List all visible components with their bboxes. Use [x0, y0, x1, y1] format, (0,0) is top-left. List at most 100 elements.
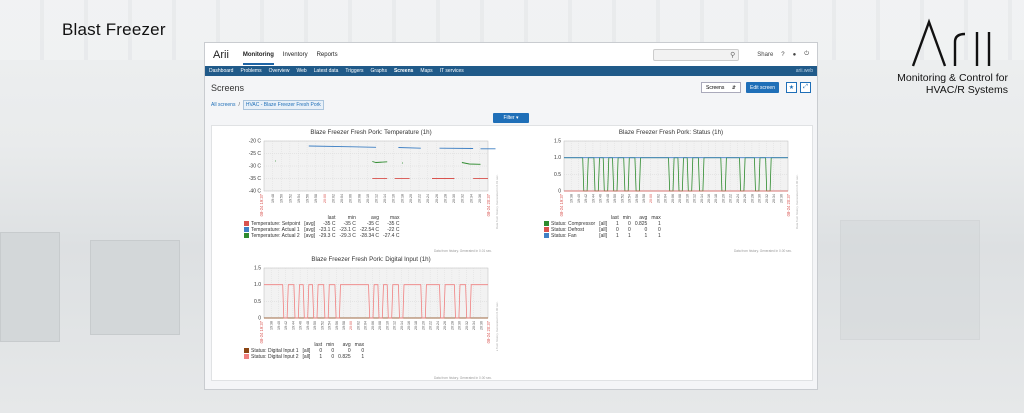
legend-min: -23.1 C: [339, 227, 356, 233]
legend-agg: [avg]: [304, 221, 316, 227]
chevron-updown-icon: ⇵: [731, 84, 736, 91]
y-tick-label: 1.0: [254, 282, 261, 288]
user-icon[interactable]: ●: [792, 51, 797, 58]
arii-logo: [905, 18, 1005, 70]
legend-avg: 0: [644, 227, 648, 233]
legend-last: 0: [319, 348, 323, 354]
x-tick-label: 20:18: [414, 321, 418, 330]
subnav-item-it-services[interactable]: IT services: [439, 68, 464, 74]
x-tick-label: 20:28: [443, 194, 447, 203]
subnav-item-graphs[interactable]: Graphs: [370, 68, 387, 74]
x-tick-label: 20:24: [436, 321, 440, 330]
tagline-line-1: Monitoring & Control for: [897, 72, 1008, 84]
y-tick-label: -25 C: [249, 151, 262, 157]
screen-board: Blaze Freezer Fresh Pork: Temperature (1…: [211, 125, 813, 381]
breadcrumb-all-screens[interactable]: All screens: [211, 102, 236, 108]
background-equipment-left-2: [90, 240, 180, 335]
x-tick-label: 20:36: [479, 321, 483, 330]
subnav-item-problems[interactable]: Problems: [240, 68, 262, 74]
legend-last: 1: [319, 354, 323, 360]
x-tick-label: 19:50: [280, 194, 284, 203]
legend-agg: [all]: [599, 227, 607, 233]
subnav-item-latest-data[interactable]: Latest data: [313, 68, 339, 74]
breadcrumb-current[interactable]: HVAC - Blaze Freezer Fresh Pork: [242, 100, 324, 110]
x-tick-label: 20:08: [378, 321, 382, 330]
series-line: [264, 284, 488, 319]
nav-reports[interactable]: Reports: [316, 51, 338, 58]
share-link[interactable]: Share: [757, 51, 774, 58]
x-tick-label: 19:56: [306, 194, 310, 203]
x-tick-label: 20:04: [364, 321, 368, 330]
x-tick-label: 19:48: [271, 194, 275, 203]
legend-avg: 0.825: [338, 354, 351, 360]
legend-header: last: [327, 215, 336, 221]
x-tick-label: 19:56: [635, 194, 639, 203]
legend-avg: -35 C: [366, 221, 380, 227]
graph-status: Blaze Freezer Fresh Pork: Status (1h) 1.5…: [536, 129, 806, 259]
page-headline: Blast Freezer: [62, 20, 166, 39]
legend-last: -35 C: [323, 221, 336, 227]
screens-select[interactable]: Screens ⇵: [700, 82, 741, 93]
x-tick-label: 20:28: [450, 321, 454, 330]
filter-button[interactable]: Filter ▾: [493, 112, 529, 123]
filter-bar: Filter ▾: [205, 111, 817, 124]
subnav-item-overview[interactable]: Overview: [268, 68, 290, 74]
x-tick-label: 19:58: [314, 194, 318, 203]
y-tick-label: 0: [558, 189, 561, 195]
x-tick-label: 20:16: [707, 194, 711, 203]
edit-screen-button[interactable]: Edit screen: [745, 82, 779, 93]
x-end-label: 08-24 20:37: [486, 193, 491, 216]
x-tick-label: 20:22: [429, 321, 433, 330]
x-tick-label: 19:58: [342, 321, 346, 330]
legend-last: -29.3 C: [319, 233, 336, 239]
subnav-item-maps[interactable]: Maps: [420, 68, 433, 74]
x-tick-label: 19:42: [584, 194, 588, 203]
question-icon[interactable]: ?: [781, 51, 785, 58]
legend-header: min: [622, 215, 631, 221]
search-input[interactable]: ⚲: [653, 48, 740, 61]
legend-avg: 1: [644, 233, 648, 239]
nav-monitoring[interactable]: Monitoring: [242, 51, 274, 65]
legend-row: Status: Digital Input 1 [all] 0 0 0 0: [244, 348, 368, 354]
app-brand[interactable]: Arii: [213, 48, 229, 61]
user-name[interactable]: arii.web: [795, 68, 813, 74]
legend-row: Temperature: Setpoint [avg] -35 C -35 C -35 …: [244, 221, 403, 227]
y-tick-label: -30 C: [249, 164, 262, 170]
x-tick-label: 19:54: [628, 194, 632, 203]
subnav-item-triggers[interactable]: Triggers: [345, 68, 364, 74]
legend-max: -35 C: [387, 221, 400, 227]
x-tick-label: 19:52: [320, 321, 324, 330]
subnav-item-dashboard[interactable]: Dashboard: [209, 68, 234, 74]
power-icon[interactable]: ⏻: [804, 51, 809, 57]
nav-inventory[interactable]: Inventory: [282, 51, 308, 58]
subnav-item-screens[interactable]: Screens: [393, 68, 414, 74]
subnav-item-web[interactable]: Web: [296, 68, 307, 74]
x-tick-label: 20:20: [409, 194, 413, 203]
legend-swatch: [544, 233, 549, 239]
x-tick-label: 20:36: [478, 194, 482, 203]
legend-header: last: [314, 342, 323, 348]
legend-max: 1: [658, 233, 661, 239]
x-tick-label: 19:56: [335, 321, 339, 330]
x-tick-label: 20:26: [443, 321, 447, 330]
page-title: Screens: [211, 82, 245, 93]
x-tick-label: 20:14: [700, 194, 704, 203]
legend-agg: [all]: [599, 233, 607, 239]
fullscreen-icon[interactable]: ⤢: [800, 82, 811, 93]
legend-min: -35 C: [343, 221, 356, 227]
background-equipment-left: [0, 232, 60, 342]
graph-canvas: 1.5 1.0 0.5 0 19:38 19:40 19:42 19:44 19:46 19:48…: [254, 266, 499, 352]
x-tick-label: 20:22: [418, 194, 422, 203]
legend-max: -22 C: [387, 227, 400, 233]
legend-avg: 0: [347, 348, 351, 354]
favorite-icon[interactable]: ★: [786, 82, 797, 93]
graph-footer-note: Data from history. Generated in 0.01 sec…: [433, 249, 492, 253]
y-tick-label: 1.5: [254, 266, 261, 272]
x-start-label: 08-24 19:37: [259, 193, 264, 216]
y-tick-label: 0.5: [554, 172, 561, 178]
legend-row: Status: Digital Input 2 [all] 1 0 0.825 1: [244, 354, 368, 360]
x-tick-label: 20:18: [714, 194, 718, 203]
tagline-line-2: HVAC/R Systems: [925, 84, 1008, 96]
x-tick-label: 20:12: [375, 194, 379, 203]
x-tick-label: 20:02: [656, 194, 660, 203]
